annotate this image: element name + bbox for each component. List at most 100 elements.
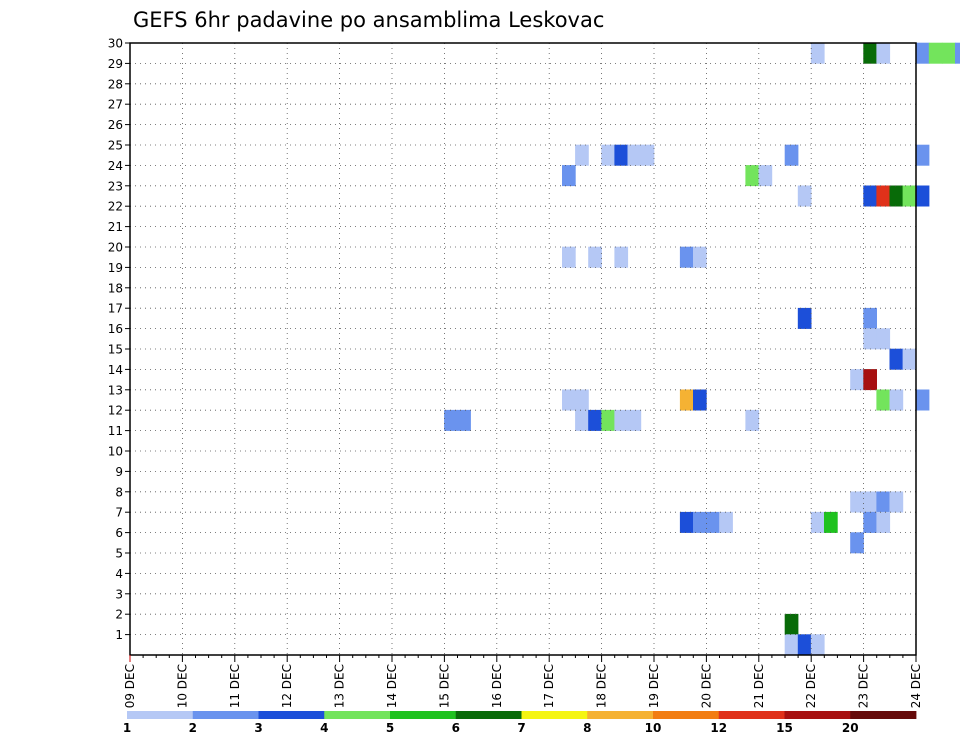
x-tick-label-14: 23 DEC	[857, 664, 871, 708]
cell-26	[679, 246, 694, 268]
cell-11	[640, 144, 655, 166]
cell-1	[863, 42, 877, 64]
y-tick-label-6: 6	[115, 526, 123, 540]
cell-28	[797, 307, 812, 329]
grid-layer	[130, 43, 916, 655]
cell-59	[810, 511, 825, 533]
y-tick-label-14: 14	[108, 363, 123, 377]
cell-56	[693, 511, 707, 533]
cell-65	[784, 634, 799, 656]
cell-44	[457, 409, 471, 431]
x-tick-label-6: 15 DEC	[437, 664, 451, 708]
x-tick-label-7: 16 DEC	[490, 664, 504, 708]
cell-48	[614, 409, 629, 431]
y-tick-label-2: 2	[115, 608, 123, 622]
y-tick-label-26: 26	[108, 118, 123, 132]
x-tick-label-11: 20 DEC	[699, 664, 713, 708]
legend-swatch-7	[587, 711, 654, 719]
y-tick-label-28: 28	[108, 77, 123, 91]
legend-swatch-6	[521, 711, 588, 719]
cell-13	[915, 144, 930, 166]
legend-swatch-11	[850, 711, 917, 719]
x-tick-label-3: 12 DEC	[280, 664, 294, 708]
legend-label-1: 2	[189, 721, 197, 735]
cell-63	[850, 532, 864, 554]
y-tick-label-17: 17	[108, 302, 123, 316]
legend-label-7: 8	[583, 721, 591, 735]
legend-swatch-1	[192, 711, 259, 719]
y-tick-label-9: 9	[115, 465, 123, 479]
cell-layer	[444, 42, 960, 656]
cell-16	[758, 165, 773, 187]
x-tick-label-1: 10 DEC	[175, 664, 189, 708]
x-axis: 09 DEC 10 DEC 11 DEC 12 DEC 13 DEC 14 DEC 15 D…	[123, 655, 923, 708]
cell-10	[627, 144, 642, 166]
legend-label-2: 3	[254, 721, 262, 735]
cell-50	[745, 409, 760, 431]
y-tick-label-7: 7	[115, 506, 123, 520]
chart-title: GEFS 6hr padavine po ansamblima Leskovac	[133, 8, 604, 32]
cell-62	[876, 511, 891, 533]
y-tick-label-30: 30	[108, 37, 123, 51]
cell-61	[863, 511, 877, 533]
cell-14	[562, 165, 576, 187]
legend-label-4: 5	[386, 721, 394, 735]
legend-label-6: 7	[517, 721, 525, 735]
cell-12	[784, 144, 799, 166]
cell-64	[784, 613, 799, 635]
cell-45	[575, 409, 589, 431]
cell-4	[928, 42, 943, 64]
cell-24	[588, 246, 602, 268]
legend-swatch-9	[718, 711, 785, 719]
cell-36	[562, 389, 576, 411]
cell-5	[941, 42, 956, 64]
x-tick-label-2: 11 DEC	[228, 664, 242, 708]
legend-label-8: 10	[645, 721, 662, 735]
x-tick-label-9: 18 DEC	[595, 664, 609, 708]
y-axis: 1234567891011121314151617181920212223242…	[108, 37, 130, 642]
cell-23	[562, 246, 576, 268]
cell-27	[693, 246, 707, 268]
y-tick-label-21: 21	[108, 220, 123, 234]
y-tick-label-16: 16	[108, 322, 123, 336]
cell-39	[693, 389, 707, 411]
x-tick-label-0: 09 DEC	[123, 664, 137, 708]
y-tick-label-22: 22	[108, 200, 123, 214]
cell-40	[876, 389, 891, 411]
y-tick-label-18: 18	[108, 281, 123, 295]
cell-34	[850, 369, 864, 391]
cell-6	[955, 42, 960, 64]
y-tick-label-8: 8	[115, 485, 123, 499]
cell-38	[679, 389, 694, 411]
cell-0	[810, 42, 825, 64]
cell-33	[902, 348, 917, 370]
y-tick-label-5: 5	[115, 547, 123, 561]
legend-label-5: 6	[452, 721, 460, 735]
cell-29	[863, 307, 877, 329]
x-tick-label-4: 13 DEC	[333, 664, 347, 708]
cell-51	[850, 491, 864, 513]
cell-43	[444, 409, 458, 431]
cell-41	[889, 389, 904, 411]
cell-8	[601, 144, 615, 166]
x-tick-label-8: 17 DEC	[542, 664, 556, 708]
y-tick-label-20: 20	[108, 241, 123, 255]
legend-swatch-3	[324, 711, 391, 719]
cell-9	[614, 144, 629, 166]
legend-label-10: 15	[776, 721, 793, 735]
x-tick-label-10: 19 DEC	[647, 664, 661, 708]
y-tick-label-27: 27	[108, 98, 123, 112]
cell-35	[863, 369, 877, 391]
plot-frame	[129, 42, 917, 656]
cell-66	[797, 634, 812, 656]
cell-57	[706, 511, 720, 533]
cell-54	[889, 491, 904, 513]
cell-67	[810, 634, 825, 656]
cell-58	[719, 511, 733, 533]
y-tick-label-19: 19	[108, 261, 123, 275]
legend-label-3: 4	[320, 721, 328, 735]
y-tick-label-10: 10	[108, 445, 123, 459]
y-tick-label-11: 11	[108, 424, 123, 438]
legend-swatch-5	[455, 711, 522, 719]
